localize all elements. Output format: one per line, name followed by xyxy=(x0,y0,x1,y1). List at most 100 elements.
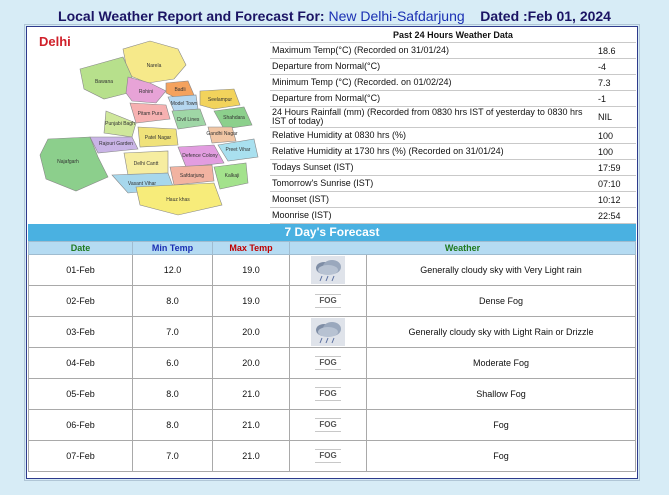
data-label: Minimum Temp (°C) (Recorded. on 01/02/24… xyxy=(270,74,592,91)
fog-icon: FOG xyxy=(311,350,345,376)
forecast-weather-text: Moderate Fog xyxy=(366,347,636,379)
data-value: 07:10 xyxy=(592,175,636,192)
forecast-row: 05-Feb 8.0 21.0 FOG Shallow Fog xyxy=(28,378,636,410)
district-narela xyxy=(122,40,187,84)
map-label-safdarjung: Safdarjung xyxy=(180,173,204,179)
map-svg: Narela Bawana Rohini Badli Model Town Se… xyxy=(39,40,259,216)
data-value: -4 xyxy=(592,58,636,75)
fog-icon: FOG xyxy=(311,381,345,407)
data-value: -1 xyxy=(592,90,636,107)
forecast-date: 06-Feb xyxy=(28,409,133,441)
forecast-max-temp: 19.0 xyxy=(212,285,290,317)
data-label: Todays Sunset (IST) xyxy=(270,159,592,176)
district-pitampura xyxy=(129,102,171,124)
forecast-table: Date Min Temp Max Temp Weather 01-Feb 12.… xyxy=(28,241,636,472)
district-najafgarh xyxy=(39,136,109,192)
forecast-row: 07-Feb 7.0 21.0 FOG Fog xyxy=(28,440,636,472)
data-value: 100 xyxy=(592,143,636,160)
header-date: Dated :Feb 01, 2024 xyxy=(480,8,611,24)
district-seelampur xyxy=(199,88,241,110)
map-label-gandhi-nagar: Gandhi Nagar xyxy=(206,131,237,137)
map-label-model-town: Model Town xyxy=(171,101,198,107)
forecast-date: 05-Feb xyxy=(28,378,133,410)
district-rajouri xyxy=(89,136,139,154)
map-label-civil-lines: Civil Lines xyxy=(177,117,200,123)
data-label: 24 Hours Rainfall (mm) (Recorded from 08… xyxy=(270,106,592,128)
fog-icon: FOG xyxy=(311,288,345,314)
map-label-bawana: Bawana xyxy=(95,79,113,85)
map-label-kalkaji: Kalkaji xyxy=(225,173,240,179)
map-label-rajouri: Rajouri Garden xyxy=(99,141,133,147)
forecast-row: 03-Feb 7.0 20.0 Generally cloudy sky with L… xyxy=(28,316,636,348)
cloud-rain-icon xyxy=(311,256,345,284)
data-value: 7.3 xyxy=(592,74,636,91)
forecast-icon-cell: FOG xyxy=(289,440,367,472)
forecast-rows: 01-Feb 12.0 19.0 Generally cloudy sky with … xyxy=(28,254,636,472)
district-patel-nagar xyxy=(137,126,179,148)
forecast-row: 01-Feb 12.0 19.0 Generally cloudy sky with … xyxy=(28,254,636,286)
map-label-preet-vihar: Preet Vihar xyxy=(226,147,251,153)
map-label-patel-nagar: Patel Nagar xyxy=(145,135,172,141)
map-label-defence: Defence Colony xyxy=(182,153,218,159)
report-header: Local Weather Report and Forecast For: N… xyxy=(0,8,669,24)
district-bawana xyxy=(79,56,133,100)
delhi-district-map: Delhi Narela Bawana Rohini Badli Model T… xyxy=(28,27,268,220)
forecast-max-temp: 21.0 xyxy=(212,409,290,441)
forecast-date: 03-Feb xyxy=(28,316,133,348)
forecast-min-temp: 7.0 xyxy=(132,316,213,348)
data-label: Maximum Temp(°C) (Recorded on 31/01/24) xyxy=(270,42,592,59)
district-safdarjung xyxy=(169,164,215,186)
forecast-max-temp: 21.0 xyxy=(212,440,290,472)
forecast-max-temp: 20.0 xyxy=(212,347,290,379)
district-gandhi-nagar xyxy=(207,126,237,144)
data-value: NIL xyxy=(592,106,636,128)
map-label-badli: Badli xyxy=(174,87,185,93)
forecast-row: 04-Feb 6.0 20.0 FOG Moderate Fog xyxy=(28,347,636,379)
district-hauz-khas xyxy=(135,182,223,216)
district-civil-lines xyxy=(171,108,207,130)
forecast-date: 04-Feb xyxy=(28,347,133,379)
map-title: Delhi xyxy=(39,34,71,49)
forecast-max-temp: 20.0 xyxy=(212,316,290,348)
col-header-max: Max Temp xyxy=(212,241,290,255)
data-value: 100 xyxy=(592,127,636,144)
forecast-min-temp: 12.0 xyxy=(132,254,213,286)
forecast-weather-text: Dense Fog xyxy=(366,285,636,317)
data-label: Departure from Normal(°C) xyxy=(270,90,592,107)
map-label-rohini: Rohini xyxy=(139,89,153,95)
forecast-min-temp: 8.0 xyxy=(132,285,213,317)
data-label: Moonrise (IST) xyxy=(270,207,592,224)
map-label-shahdara: Shahdara xyxy=(223,115,245,121)
data-label: Tomorrow's Sunrise (IST) xyxy=(270,175,592,192)
col-header-date: Date xyxy=(28,241,133,255)
forecast-min-temp: 7.0 xyxy=(132,440,213,472)
data-value: 17:59 xyxy=(592,159,636,176)
panel-frame xyxy=(24,24,640,481)
map-label-delhi-cantt: Delhi Cantt xyxy=(134,161,159,167)
header-location: New Delhi-Safdarjung xyxy=(328,8,465,24)
map-label-punjabi-bagh: Punjabi Bagh xyxy=(105,121,135,127)
fog-icon: FOG xyxy=(311,443,345,469)
forecast-min-temp: 8.0 xyxy=(132,378,213,410)
fog-icon: FOG xyxy=(311,412,345,438)
forecast-date: 07-Feb xyxy=(28,440,133,472)
forecast-title: 7 Day's Forecast xyxy=(28,224,636,241)
forecast-icon-cell xyxy=(289,316,367,348)
forecast-weather-text: Fog xyxy=(366,440,636,472)
forecast-weather-text: Shallow Fog xyxy=(366,378,636,410)
forecast-icon-cell: FOG xyxy=(289,347,367,379)
data-label: Relative Humidity at 0830 hrs (%) xyxy=(270,127,592,144)
district-defence xyxy=(177,144,225,168)
past-24h-table: Past 24 Hours Weather Data Maximum Temp(… xyxy=(270,28,636,224)
forecast-weather-text: Generally cloudy sky with Light Rain or … xyxy=(366,316,636,348)
col-header-min: Min Temp xyxy=(132,241,213,255)
district-kalkaji xyxy=(213,162,249,190)
forecast-min-temp: 6.0 xyxy=(132,347,213,379)
past-24h-title: Past 24 Hours Weather Data xyxy=(270,28,636,43)
map-label-narela: Narela xyxy=(147,63,162,69)
forecast-weather-text: Fog xyxy=(366,409,636,441)
data-value: 10:12 xyxy=(592,191,636,208)
district-rohini xyxy=(125,76,167,104)
forecast-icon-cell xyxy=(289,254,367,286)
map-label-vasant-vihar: Vasant Vihar xyxy=(128,181,157,187)
